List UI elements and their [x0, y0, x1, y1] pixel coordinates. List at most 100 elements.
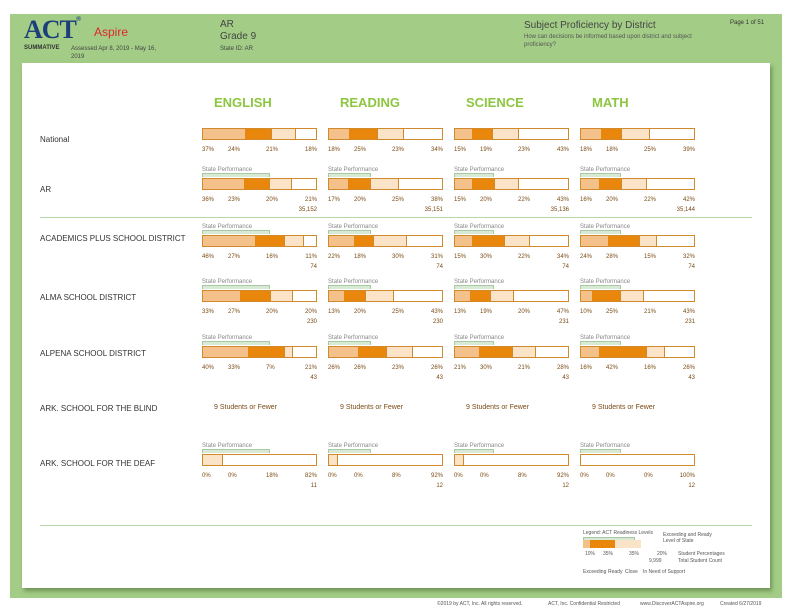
- stacked-bar: [328, 290, 443, 302]
- bar-segment-need-support: [513, 291, 567, 301]
- row-label: ARK. SCHOOL FOR THE BLIND: [40, 404, 158, 413]
- percent-label-exceeding: 13%: [454, 309, 467, 315]
- percent-label-exceeding: 15%: [454, 147, 467, 153]
- student-count: 12: [562, 483, 569, 489]
- state-performance-strip: [202, 173, 270, 177]
- percent-label-exceeding: 24%: [580, 254, 593, 260]
- bar-segment-need-support: [519, 179, 568, 189]
- percent-label-close: 0%: [644, 473, 653, 479]
- footer-created: Created 6/27/2019: [720, 601, 762, 607]
- percent-label-close: 21%: [266, 147, 279, 153]
- percent-label-ready: 0%: [354, 473, 363, 479]
- page-number: Page 1 of 51: [730, 20, 765, 26]
- stacked-bar: [454, 178, 569, 190]
- percent-label-need-support: 43%: [556, 197, 569, 203]
- percent-label-exceeding: 26%: [328, 365, 341, 371]
- bar-segment-ready: [471, 236, 506, 246]
- summative-label: SUMMATIVE: [24, 45, 60, 51]
- percent-label-close: 22%: [644, 197, 657, 203]
- bar-segment-close: [455, 455, 465, 465]
- percent-label-exceeding: 0%: [580, 473, 589, 479]
- legend-state-strip: [583, 537, 635, 540]
- state-performance-label: State Performance: [580, 279, 631, 285]
- bar-segment-need-support: [295, 129, 316, 139]
- bar-segment-close: [377, 129, 404, 139]
- stacked-bar: [202, 290, 317, 302]
- percent-label-exceeding: 36%: [202, 197, 215, 203]
- bar-segment-close: [329, 455, 339, 465]
- percent-label-ready: 30%: [480, 365, 493, 371]
- bar-segment-need-support: [536, 347, 568, 357]
- bar-segment-ready: [254, 236, 286, 246]
- few-students-note: 9 Students or Fewer: [214, 404, 278, 411]
- legend-value: 10%: [585, 551, 596, 557]
- footer-confidential: ACT, Inc. Confidential Restricted: [548, 601, 620, 607]
- percent-label-exceeding: 15%: [454, 254, 467, 260]
- bar-segment-close: [271, 129, 296, 139]
- percent-label-exceeding: 16%: [580, 365, 593, 371]
- bar-segment-ready: [244, 129, 272, 139]
- percent-label-need-support: 100%: [679, 473, 695, 479]
- percent-label-close: 20%: [518, 309, 531, 315]
- student-count: 35,136: [550, 207, 569, 213]
- bar-segment-exceeding: [581, 179, 600, 189]
- legend-bar: [583, 540, 655, 548]
- few-students-note: 9 Students or Fewer: [466, 404, 530, 411]
- state-performance-strip: [454, 230, 495, 234]
- bar-segment-close: [493, 129, 520, 139]
- bar-segment-need-support: [646, 179, 694, 189]
- percent-label-ready: 25%: [354, 147, 367, 153]
- bar-segment-ready: [471, 129, 494, 139]
- footer-url[interactable]: www.DiscoverACTAspire.org: [640, 601, 704, 607]
- aspire-logo: Aspire: [94, 25, 129, 39]
- state-performance-strip: [580, 449, 622, 453]
- state-performance-strip: [580, 230, 622, 234]
- bar-segment-exceeding: [329, 291, 344, 301]
- state-performance-strip: [202, 341, 270, 345]
- bar-segment-ready: [240, 291, 271, 301]
- state-performance-strip: [454, 285, 495, 289]
- bar-segment-ready: [599, 179, 622, 189]
- state-performance-label: State Performance: [328, 443, 379, 449]
- student-count: 231: [558, 319, 569, 325]
- percent-label-ready: 0%: [228, 473, 237, 479]
- bar-segment-need-support: [407, 236, 442, 246]
- bar-segment-exceeding: [203, 129, 245, 139]
- percent-label-need-support: 28%: [556, 365, 569, 371]
- bar-segment-close: [620, 291, 645, 301]
- bar-segment-need-support: [581, 455, 694, 465]
- stacked-bar: [454, 290, 569, 302]
- percent-label-ready: 42%: [606, 365, 619, 371]
- stacked-bar: [454, 128, 569, 140]
- percent-label-need-support: 39%: [682, 147, 695, 153]
- bar-segment-need-support: [303, 236, 316, 246]
- percent-label-close: 20%: [266, 309, 279, 315]
- percent-label-ready: 26%: [354, 365, 367, 371]
- bar-segment-need-support: [664, 347, 694, 357]
- bar-segment-ready: [601, 129, 622, 139]
- percent-label-need-support: 42%: [682, 197, 695, 203]
- bar-segment-close: [365, 291, 394, 301]
- bar-segment-close: [269, 179, 293, 189]
- state-performance-label: State Performance: [328, 224, 379, 230]
- stacked-bar: [202, 454, 317, 466]
- stacked-bar: [202, 128, 317, 140]
- percent-label-exceeding: 15%: [454, 197, 467, 203]
- state-performance-label: State Performance: [454, 167, 505, 173]
- percent-label-exceeding: 13%: [328, 309, 341, 315]
- student-count: 43: [436, 375, 443, 381]
- state-performance-label: State Performance: [328, 279, 379, 285]
- stacked-bar: [202, 235, 317, 247]
- stacked-bar: [580, 178, 695, 190]
- state-performance-label: State Performance: [580, 443, 631, 449]
- percent-label-exceeding: 40%: [202, 365, 215, 371]
- row-label: National: [40, 135, 70, 144]
- percent-label-close: 25%: [392, 309, 405, 315]
- bar-segment-ready: [348, 179, 371, 189]
- divider: [40, 217, 752, 218]
- bar-segment-close: [270, 291, 294, 301]
- few-students-note: 9 Students or Fewer: [592, 404, 656, 411]
- bar-segment-exceeding: [203, 179, 244, 189]
- stacked-bar: [580, 454, 695, 466]
- bar-segment-ready: [358, 347, 388, 357]
